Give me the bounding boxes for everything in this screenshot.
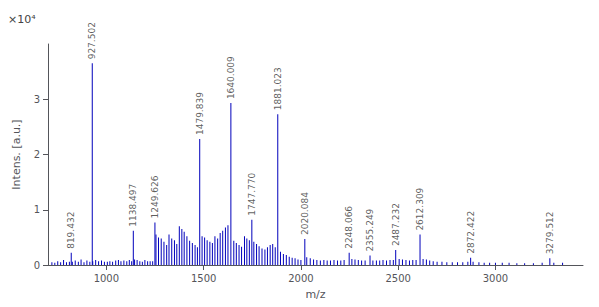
svg-text:0: 0 <box>34 260 40 271</box>
svg-text:1249.626: 1249.626 <box>150 175 160 218</box>
svg-text:2612.309: 2612.309 <box>415 187 425 230</box>
svg-text:×10⁴: ×10⁴ <box>8 13 36 26</box>
svg-text:2248.066: 2248.066 <box>344 206 354 249</box>
svg-text:m/z: m/z <box>305 288 325 301</box>
svg-text:2355.249: 2355.249 <box>365 208 375 251</box>
svg-text:3279.512: 3279.512 <box>545 211 555 254</box>
svg-text:1500: 1500 <box>191 273 216 284</box>
svg-text:3000: 3000 <box>483 273 508 284</box>
svg-text:1: 1 <box>34 204 40 215</box>
svg-text:2020.084: 2020.084 <box>300 192 310 235</box>
svg-text:1479.839: 1479.839 <box>195 92 205 135</box>
svg-text:1000: 1000 <box>94 273 119 284</box>
svg-text:1747.770: 1747.770 <box>247 172 257 215</box>
svg-text:2487.232: 2487.232 <box>391 203 401 246</box>
svg-text:2500: 2500 <box>385 273 410 284</box>
svg-text:1640.009: 1640.009 <box>226 56 236 99</box>
svg-text:2000: 2000 <box>288 273 313 284</box>
svg-text:1138.497: 1138.497 <box>128 184 138 227</box>
svg-text:927.502: 927.502 <box>87 22 97 59</box>
svg-text:819.432: 819.432 <box>66 212 76 249</box>
svg-text:1881.023: 1881.023 <box>273 67 283 110</box>
svg-text:3: 3 <box>34 94 40 105</box>
svg-text:2872.422: 2872.422 <box>466 211 476 254</box>
svg-text:2: 2 <box>34 149 40 160</box>
svg-text:Intens. [a.u.]: Intens. [a.u.] <box>10 119 23 189</box>
